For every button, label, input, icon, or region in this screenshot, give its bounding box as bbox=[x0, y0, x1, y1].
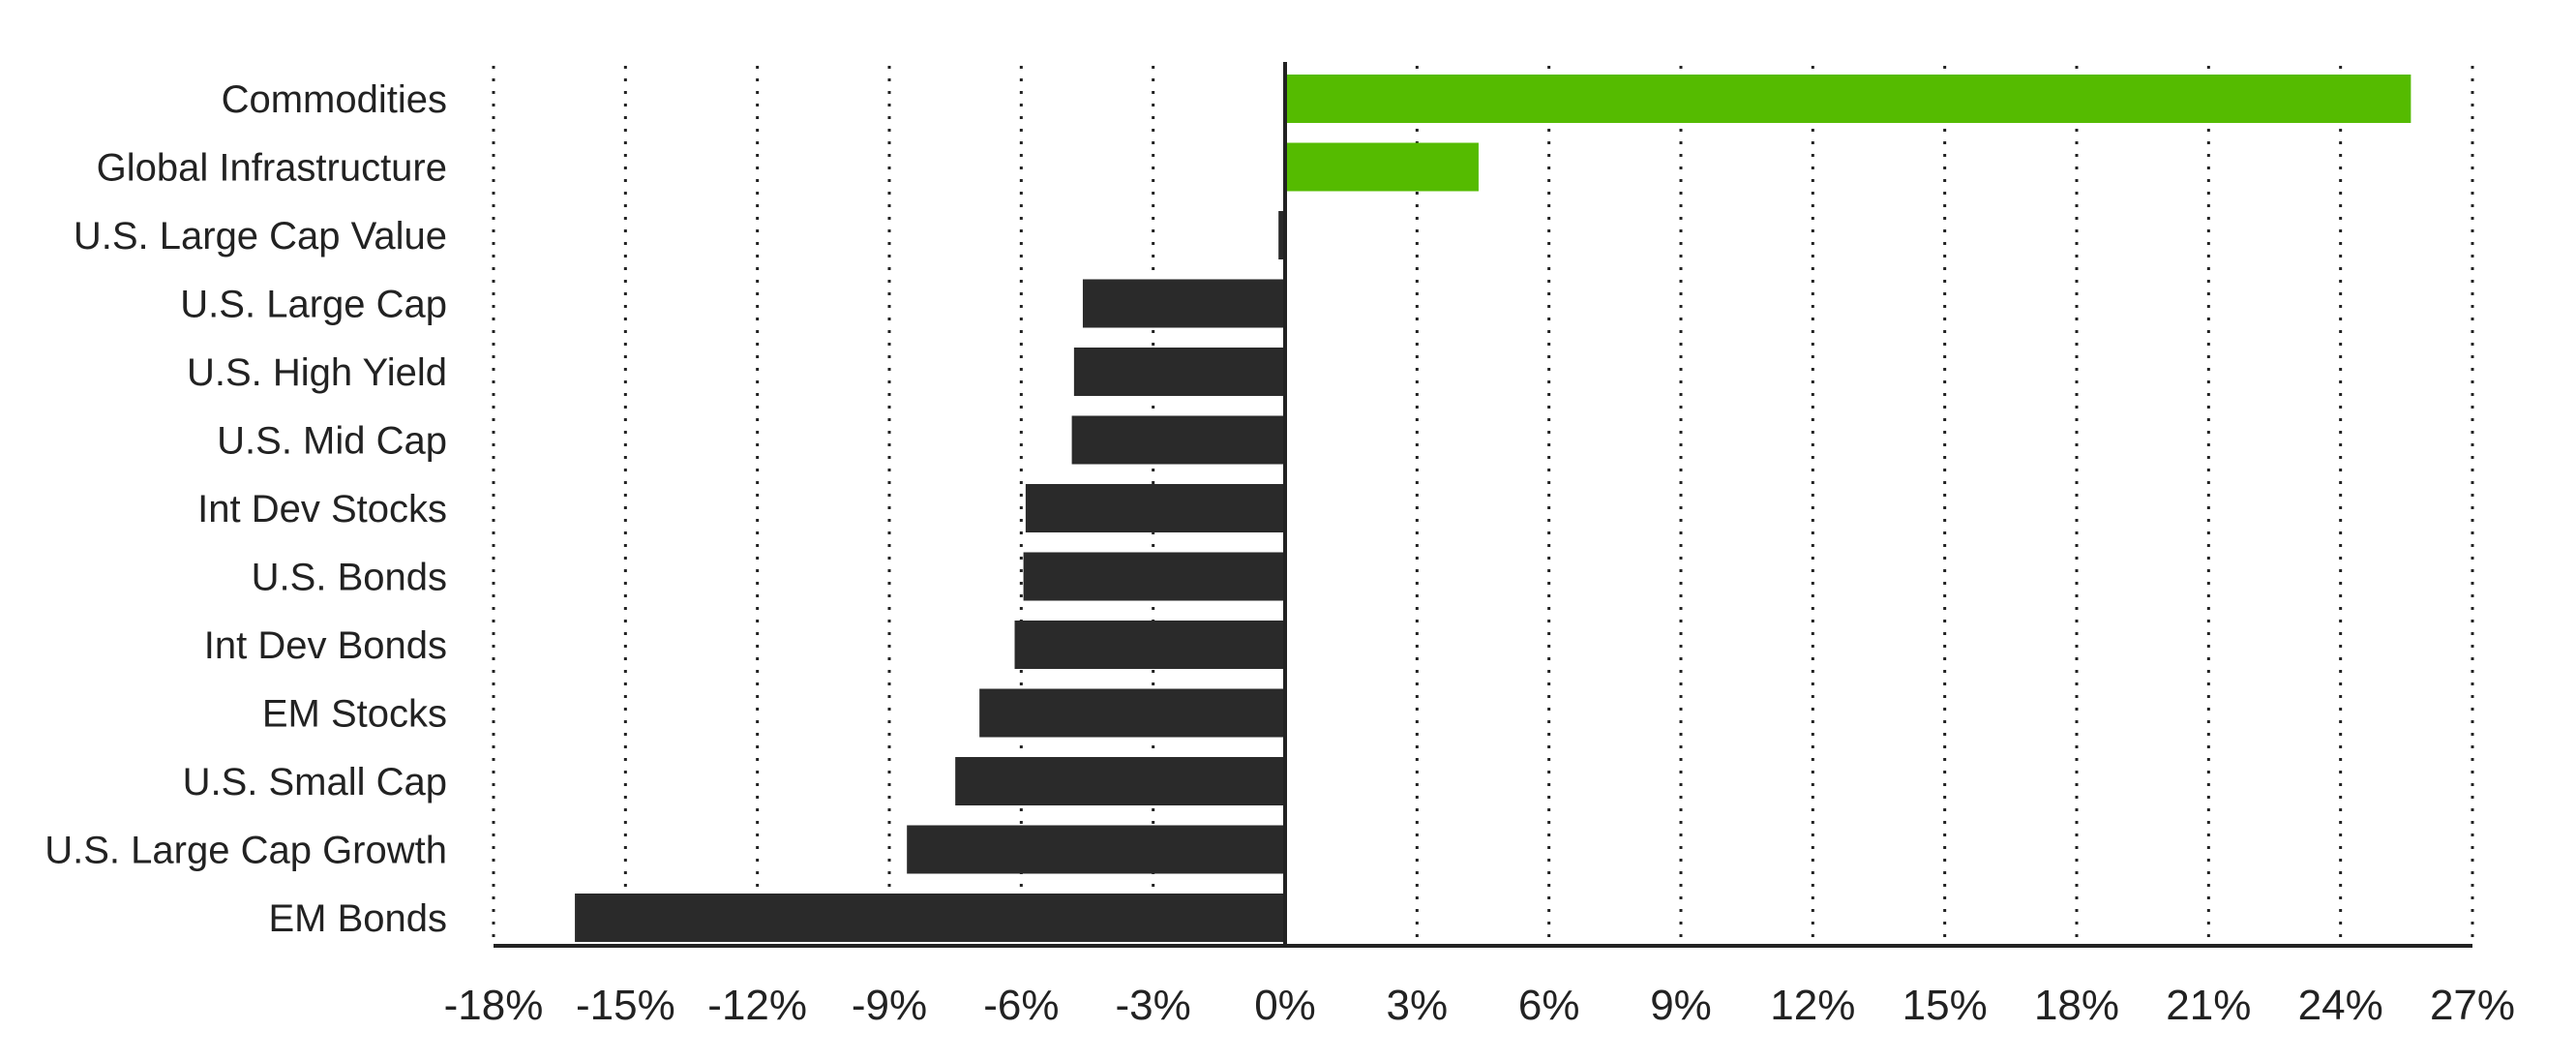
bar bbox=[1014, 621, 1285, 669]
bar bbox=[1285, 75, 2411, 123]
bar bbox=[1285, 142, 1479, 192]
x-tick-label: -6% bbox=[983, 982, 1059, 1029]
bar bbox=[1082, 279, 1285, 328]
category-label: Global Infrastructure bbox=[97, 147, 447, 190]
bar-layer bbox=[575, 75, 2411, 942]
x-tick-label: -15% bbox=[576, 982, 675, 1029]
category-label: U.S. Large Cap Value bbox=[74, 215, 447, 258]
x-tick-label: -18% bbox=[444, 982, 544, 1029]
bar bbox=[955, 757, 1285, 805]
bar bbox=[1278, 211, 1285, 259]
x-tick-label: 15% bbox=[1902, 982, 1988, 1029]
category-label: U.S. Small Cap bbox=[183, 761, 447, 803]
category-label: Int Dev Bonds bbox=[204, 624, 447, 667]
x-tick-label: -3% bbox=[1116, 982, 1191, 1029]
category-label: U.S. Mid Cap bbox=[217, 420, 447, 463]
category-label: EM Bonds bbox=[268, 897, 447, 940]
category-label: Commodities bbox=[222, 78, 447, 121]
category-label: U.S. Large Cap Growth bbox=[45, 830, 447, 872]
grid-layer bbox=[492, 66, 2474, 946]
category-label: U.S. High Yield bbox=[187, 351, 447, 394]
x-tick-label: -12% bbox=[707, 982, 807, 1029]
x-tick-label: -9% bbox=[852, 982, 927, 1029]
label-layer: -18% -15% -12% -9% -6% -3% 0% 3% 6% 9% 12% 15% 18% 21… bbox=[45, 78, 2515, 1029]
x-tick-label: 9% bbox=[1650, 982, 1712, 1029]
x-tick-label: 6% bbox=[1518, 982, 1580, 1029]
bar bbox=[1023, 552, 1285, 601]
x-tick-label: 18% bbox=[2034, 982, 2119, 1029]
x-tick-label: 24% bbox=[2298, 982, 2383, 1029]
x-tick-label: 3% bbox=[1387, 982, 1449, 1029]
x-tick-label: 0% bbox=[1254, 982, 1316, 1029]
x-tick-label: 21% bbox=[2166, 982, 2251, 1029]
bar bbox=[907, 825, 1285, 874]
bar bbox=[575, 894, 1285, 942]
category-label: U.S. Bonds bbox=[252, 557, 447, 599]
bar bbox=[1073, 348, 1285, 396]
axis-layer bbox=[494, 62, 2472, 948]
category-label: U.S. Large Cap bbox=[180, 284, 447, 326]
category-label: Int Dev Stocks bbox=[197, 488, 447, 530]
category-label: EM Stocks bbox=[262, 693, 447, 736]
x-tick-label: 27% bbox=[2430, 982, 2515, 1029]
bar bbox=[979, 688, 1285, 738]
x-tick-label: 12% bbox=[1770, 982, 1855, 1029]
bar bbox=[1071, 415, 1285, 465]
bar bbox=[1025, 484, 1285, 532]
